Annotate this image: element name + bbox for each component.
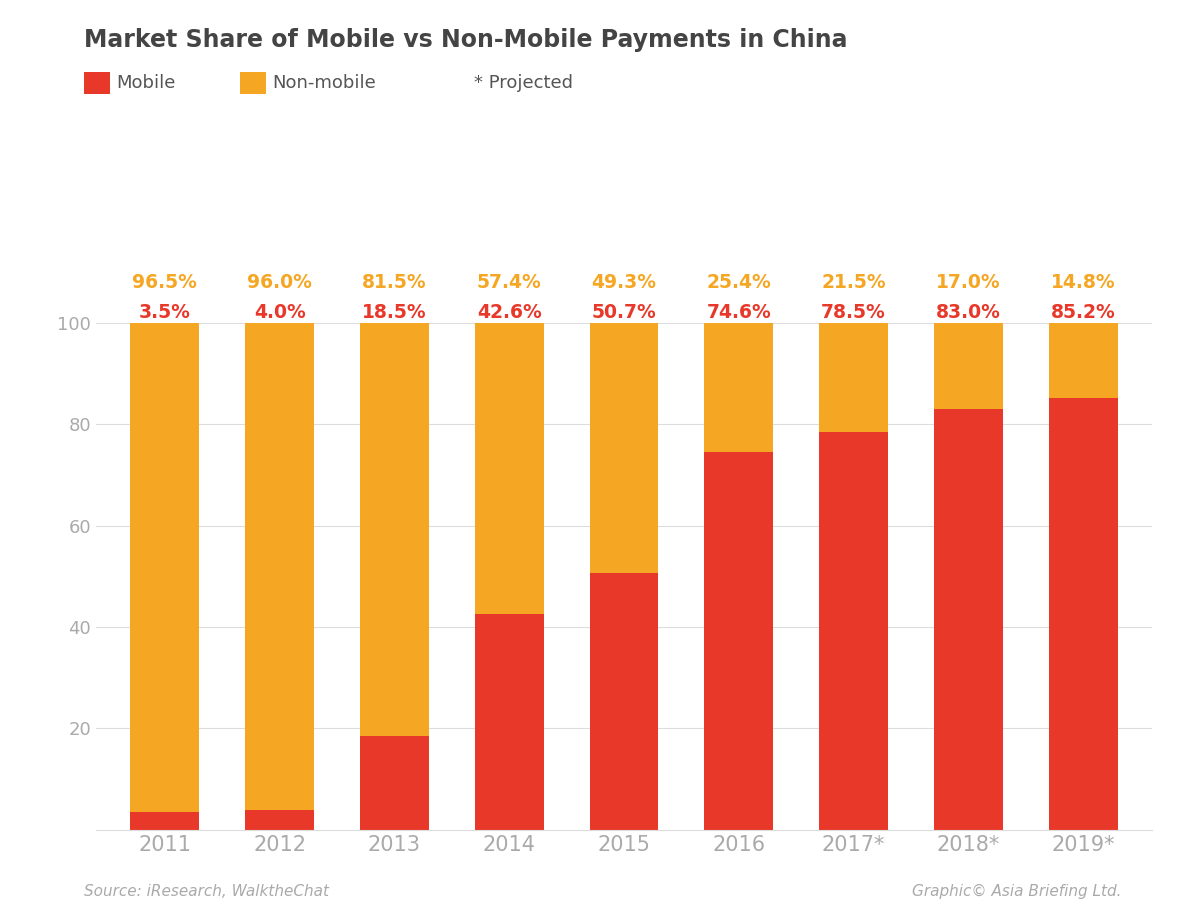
- Bar: [475, 323, 544, 614]
- Text: 50.7%: 50.7%: [592, 303, 656, 322]
- Bar: [245, 810, 314, 830]
- Bar: [589, 573, 659, 830]
- Bar: [934, 409, 1003, 830]
- Bar: [820, 431, 888, 830]
- Text: 49.3%: 49.3%: [592, 273, 656, 291]
- Text: 17.0%: 17.0%: [936, 273, 1001, 291]
- Text: 3.5%: 3.5%: [139, 303, 191, 322]
- Text: 78.5%: 78.5%: [821, 303, 886, 322]
- Bar: [589, 323, 659, 573]
- Bar: [131, 812, 199, 830]
- Text: 4.0%: 4.0%: [253, 303, 306, 322]
- Text: Non-mobile: Non-mobile: [272, 74, 376, 92]
- Text: 25.4%: 25.4%: [707, 273, 772, 291]
- Bar: [704, 452, 773, 830]
- Text: Mobile: Mobile: [116, 74, 175, 92]
- Bar: [475, 614, 544, 830]
- Text: 42.6%: 42.6%: [476, 303, 541, 322]
- Text: Market Share of Mobile vs Non-Mobile Payments in China: Market Share of Mobile vs Non-Mobile Pay…: [84, 28, 847, 52]
- Bar: [360, 736, 428, 830]
- Bar: [704, 323, 773, 452]
- Bar: [1049, 397, 1117, 830]
- Text: 83.0%: 83.0%: [936, 303, 1001, 322]
- Text: 81.5%: 81.5%: [362, 273, 427, 291]
- Bar: [360, 323, 428, 736]
- Text: 14.8%: 14.8%: [1051, 273, 1116, 291]
- Text: Source: iResearch, WalktheChat: Source: iResearch, WalktheChat: [84, 884, 329, 899]
- Text: 96.0%: 96.0%: [247, 273, 312, 291]
- Bar: [245, 323, 314, 810]
- Bar: [934, 323, 1003, 409]
- Bar: [820, 323, 888, 431]
- Text: 57.4%: 57.4%: [476, 273, 541, 291]
- Text: 74.6%: 74.6%: [707, 303, 772, 322]
- Text: 85.2%: 85.2%: [1051, 303, 1116, 322]
- Text: 21.5%: 21.5%: [821, 273, 886, 291]
- Text: * Projected: * Projected: [474, 74, 574, 92]
- Text: 18.5%: 18.5%: [362, 303, 427, 322]
- Text: Graphic© Asia Briefing Ltd.: Graphic© Asia Briefing Ltd.: [912, 884, 1122, 899]
- Bar: [131, 323, 199, 812]
- Bar: [1049, 323, 1117, 397]
- Text: 96.5%: 96.5%: [132, 273, 197, 291]
